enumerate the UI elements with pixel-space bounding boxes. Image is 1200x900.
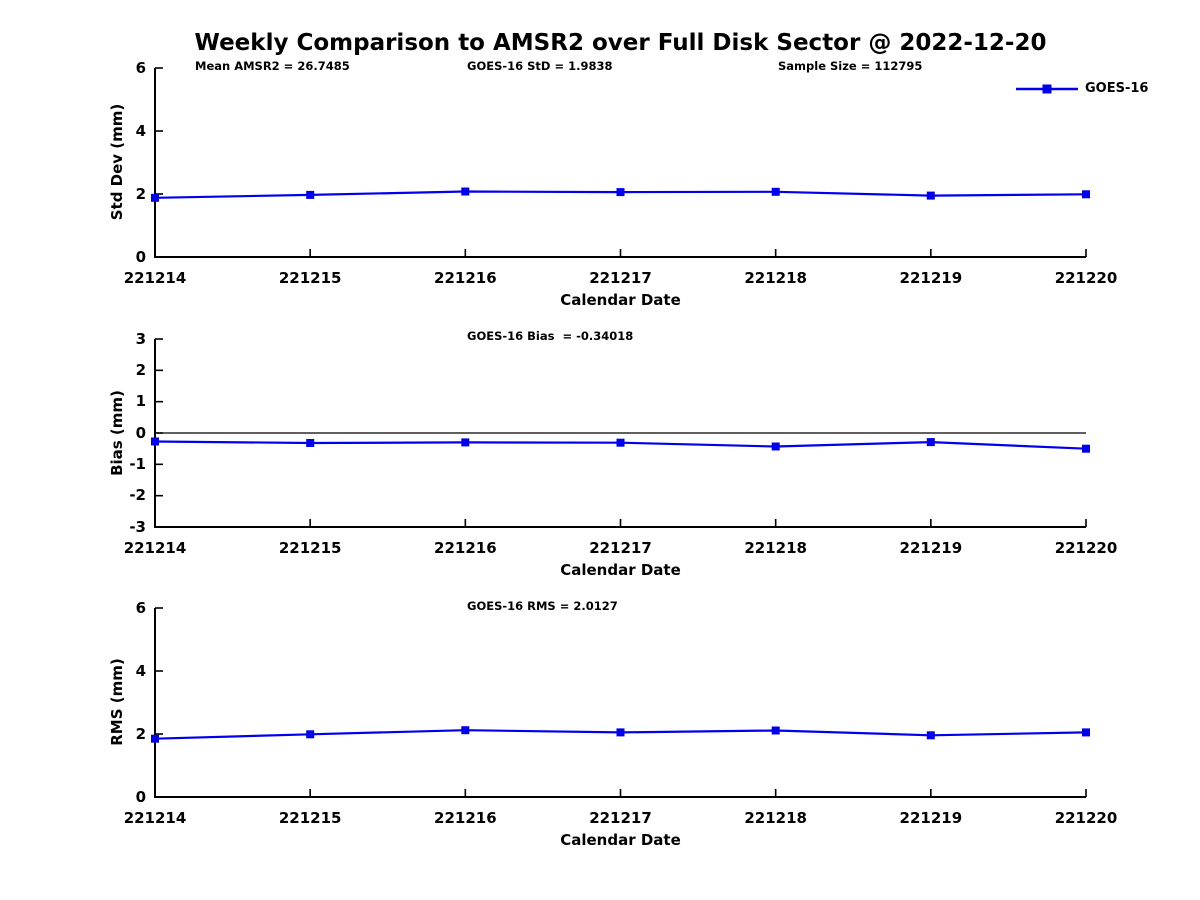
subplot-rms <box>151 607 1090 798</box>
data-marker <box>1082 444 1090 453</box>
data-marker <box>926 191 935 200</box>
y-tick-label: 0 <box>135 423 146 442</box>
x-tick-label: 221218 <box>744 539 807 557</box>
x-tick-label: 221219 <box>899 539 963 557</box>
axis-spines <box>154 68 1086 258</box>
data-marker <box>926 731 935 740</box>
data-marker <box>771 726 780 735</box>
data-marker <box>616 188 625 197</box>
data-marker <box>461 726 470 735</box>
y-tick-label: 2 <box>135 360 146 379</box>
x-tick-label: 221220 <box>1054 539 1118 557</box>
data-marker <box>151 193 159 202</box>
y-axis-label-rms: RMS (mm) <box>108 658 126 746</box>
x-tick-label: 221215 <box>278 539 342 557</box>
data-marker <box>151 734 159 743</box>
y-tick-label: 3 <box>135 329 146 348</box>
data-marker <box>771 187 780 196</box>
y-tick-label: -2 <box>129 486 146 505</box>
axis-spines <box>154 608 1086 798</box>
y-tick-label: 1 <box>135 392 146 411</box>
x-tick-label: 221219 <box>899 269 963 287</box>
legend: GOES-16 <box>1016 82 1148 96</box>
x-axis-label-bottom: Calendar Date <box>560 831 681 849</box>
x-tick-label: 221218 <box>744 269 807 287</box>
y-tick-label: -1 <box>129 454 146 473</box>
x-tick-label: 221215 <box>278 809 342 827</box>
annotation-mean-amsr2: Mean AMSR2 = 26.7485 <box>195 59 350 73</box>
x-tick-label: 221220 <box>1054 269 1118 287</box>
y-tick-label: 6 <box>135 598 146 617</box>
x-tick-label: 221217 <box>589 539 652 557</box>
data-marker <box>771 442 780 451</box>
annotation-goes16-rms: GOES-16 RMS = 2.0127 <box>467 599 618 613</box>
x-tick-label: 221219 <box>899 809 963 827</box>
figure-title: Weekly Comparison to AMSR2 over Full Dis… <box>194 30 1047 56</box>
subplot-std-dev <box>151 67 1090 258</box>
data-marker <box>151 437 159 446</box>
x-tick-label: 221214 <box>123 809 187 827</box>
x-tick-label: 221216 <box>434 809 497 827</box>
x-tick-label: 221216 <box>434 269 497 287</box>
x-tick-label: 221216 <box>434 539 497 557</box>
y-tick-label: 4 <box>135 121 146 140</box>
data-marker <box>306 190 315 199</box>
data-marker <box>461 187 470 196</box>
data-marker <box>306 439 315 447</box>
y-tick-label: 6 <box>135 58 146 77</box>
data-marker <box>926 438 935 447</box>
x-tick-label: 221214 <box>123 269 187 287</box>
y-tick-label: 4 <box>135 661 146 680</box>
y-tick-label: 2 <box>135 184 146 203</box>
x-tick-label: 221217 <box>589 269 652 287</box>
x-tick-label: 221220 <box>1054 809 1118 827</box>
x-axis-label-top: Calendar Date <box>560 291 681 309</box>
data-marker <box>1082 728 1090 737</box>
data-marker <box>1082 190 1090 199</box>
y-tick-label: -3 <box>129 517 146 536</box>
annotation-sample-size: Sample Size = 112795 <box>778 59 923 73</box>
y-tick-label: 2 <box>135 724 146 743</box>
x-tick-label: 221217 <box>589 809 652 827</box>
y-axis-label-std-dev: Std Dev (mm) <box>108 103 126 221</box>
subplot-bias <box>151 338 1090 528</box>
legend-line-icon <box>1016 84 1078 94</box>
x-tick-label: 221215 <box>278 269 342 287</box>
x-tick-label: 221214 <box>123 539 187 557</box>
annotation-goes16-bias: GOES-16 Bias = -0.34018 <box>467 329 634 343</box>
legend-label: GOES-16 <box>1085 81 1149 96</box>
y-tick-label: 0 <box>135 247 146 266</box>
y-tick-label: 0 <box>135 787 146 806</box>
data-marker <box>306 730 315 739</box>
x-axis-label-middle: Calendar Date <box>560 561 681 579</box>
data-marker <box>616 438 625 447</box>
x-tick-label: 221218 <box>744 809 807 827</box>
annotation-goes16-std: GOES-16 StD = 1.9838 <box>467 59 613 73</box>
data-marker <box>461 438 470 447</box>
data-marker <box>616 728 625 737</box>
